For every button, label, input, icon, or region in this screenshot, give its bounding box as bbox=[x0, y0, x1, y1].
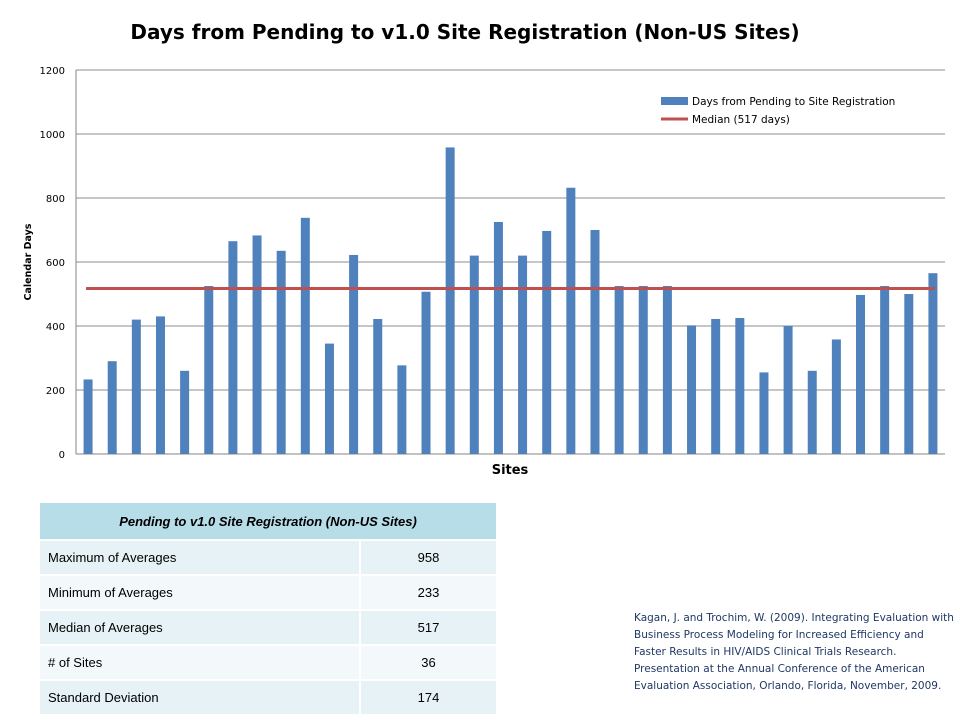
bar bbox=[373, 318, 383, 454]
bar bbox=[155, 316, 165, 454]
citation-text: Kagan, J. and Trochim, W. (2009). Integr… bbox=[634, 612, 954, 692]
table-row-label: Median of Averages bbox=[40, 609, 360, 645]
bars bbox=[83, 147, 938, 454]
bar bbox=[204, 286, 214, 454]
bar bbox=[880, 286, 890, 454]
bar bbox=[276, 250, 286, 454]
bar bbox=[324, 343, 334, 454]
legend-label-bars: Days from Pending to Site Registration bbox=[692, 96, 895, 108]
table-row-label: # of Sites bbox=[40, 644, 360, 680]
bar bbox=[300, 217, 310, 454]
bar bbox=[107, 361, 117, 454]
table-row-value: 517 bbox=[359, 609, 496, 645]
bar bbox=[904, 294, 914, 454]
bar bbox=[131, 319, 141, 454]
bar bbox=[831, 339, 841, 454]
bar bbox=[566, 187, 576, 454]
table-row: Median of Averages 517 bbox=[40, 609, 496, 645]
bar bbox=[638, 286, 648, 454]
y-tick-label: 1200 bbox=[40, 66, 65, 77]
table-row-value: 36 bbox=[359, 644, 496, 680]
bar bbox=[397, 365, 407, 454]
bar bbox=[807, 370, 817, 454]
bar-chart: 0 200 400 600 800 1000 1200 Calendar Days Site… bbox=[23, 66, 945, 478]
table-row: Standard Deviation 174 bbox=[40, 679, 496, 714]
legend-swatch-bars bbox=[661, 97, 688, 105]
bar bbox=[759, 372, 769, 454]
y-tick-labels: 0 200 400 600 800 1000 1200 bbox=[40, 66, 65, 461]
y-tick-label: 600 bbox=[46, 258, 65, 269]
table-row-value: 958 bbox=[359, 539, 496, 575]
bar bbox=[518, 255, 528, 454]
table-row-label: Standard Deviation bbox=[40, 679, 360, 714]
y-tick-label: 800 bbox=[46, 194, 65, 205]
bar bbox=[687, 325, 697, 454]
table-row: Maximum of Averages 958 bbox=[40, 539, 496, 575]
bar bbox=[662, 286, 672, 454]
bar bbox=[735, 318, 745, 454]
y-tick-label: 200 bbox=[46, 386, 65, 397]
stats-table: Pending to v1.0 Site Registration (Non-U… bbox=[40, 503, 496, 714]
x-axis-title: Sites bbox=[492, 463, 529, 478]
stats-table-header-row: Pending to v1.0 Site Registration (Non-U… bbox=[40, 503, 496, 541]
table-row-value: 174 bbox=[359, 679, 496, 714]
bar bbox=[421, 291, 431, 454]
bar bbox=[349, 254, 359, 454]
bar bbox=[469, 255, 479, 454]
bar bbox=[711, 318, 721, 454]
bar bbox=[542, 230, 552, 454]
y-tick-label: 0 bbox=[59, 450, 65, 461]
bar bbox=[252, 235, 262, 454]
bar bbox=[445, 147, 455, 454]
y-tick-label: 1000 bbox=[40, 130, 65, 141]
gridlines bbox=[75, 69, 945, 455]
legend-label-median: Median (517 days) bbox=[692, 114, 790, 126]
bar bbox=[590, 230, 600, 454]
legend: Days from Pending to Site Registration M… bbox=[661, 96, 895, 126]
bar bbox=[228, 241, 238, 454]
table-row: # of Sites 36 bbox=[40, 644, 496, 680]
bar bbox=[856, 294, 866, 454]
chart-title: Days from Pending to v1.0 Site Registrat… bbox=[130, 20, 800, 44]
bar bbox=[783, 326, 793, 454]
bar bbox=[493, 222, 503, 454]
table-row-label: Minimum of Averages bbox=[40, 574, 360, 610]
bar bbox=[180, 370, 190, 454]
table-row-label: Maximum of Averages bbox=[40, 539, 360, 575]
stats-table-header: Pending to v1.0 Site Registration (Non-U… bbox=[40, 503, 496, 541]
y-axis-title: Calendar Days bbox=[23, 223, 34, 300]
bar bbox=[614, 286, 624, 454]
bar bbox=[83, 379, 93, 454]
bar bbox=[928, 273, 938, 454]
y-tick-label: 400 bbox=[46, 322, 65, 333]
table-row-value: 233 bbox=[359, 574, 496, 610]
table-row: Minimum of Averages 233 bbox=[40, 574, 496, 610]
